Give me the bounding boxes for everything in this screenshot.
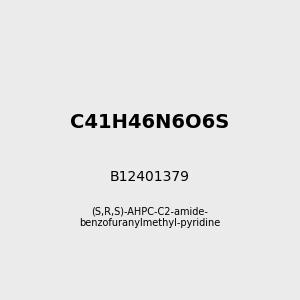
Text: B12401379: B12401379 xyxy=(110,170,190,184)
Text: (S,R,S)-AHPC-C2-amide-
benzofuranylmethyl-pyridine: (S,R,S)-AHPC-C2-amide- benzofuranylmethy… xyxy=(80,207,220,228)
Text: C41H46N6O6S: C41H46N6O6S xyxy=(70,113,230,133)
